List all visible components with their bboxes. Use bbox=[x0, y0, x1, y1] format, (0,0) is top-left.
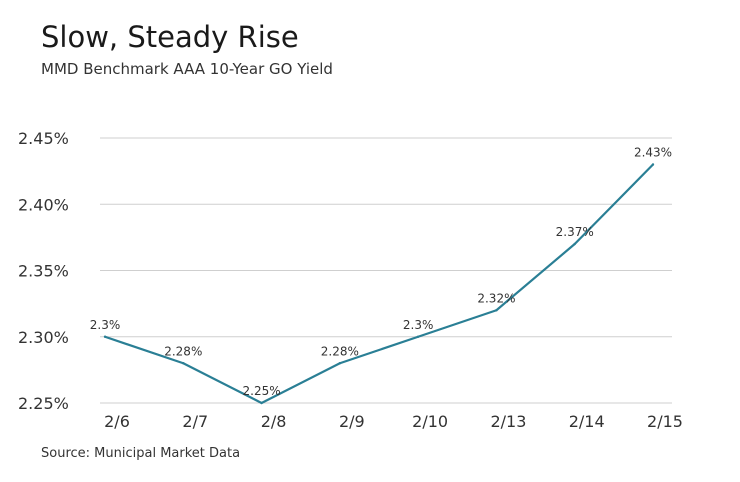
x-tick-label: 2/14 bbox=[569, 412, 605, 431]
data-point bbox=[651, 163, 655, 166]
data-label: 2.43% bbox=[634, 146, 672, 160]
x-tick-label: 2/7 bbox=[182, 412, 208, 431]
x-axis-ticks: 2/6 2/7 2/8 2/9 2/10 2/13 2/14 2/15 bbox=[104, 412, 683, 431]
gridlines bbox=[100, 137, 672, 404]
x-tick-label: 2/10 bbox=[412, 412, 448, 431]
series-layer bbox=[103, 163, 655, 405]
y-tick-label: 2.30% bbox=[18, 328, 69, 347]
y-tick-label: 2.45% bbox=[18, 129, 69, 148]
y-axis-ticks: 2.25% 2.30% 2.35% 2.40% 2.45% bbox=[18, 129, 69, 413]
y-tick-label: 2.25% bbox=[18, 394, 69, 413]
series-line bbox=[104, 163, 654, 405]
y-tick-label: 2.40% bbox=[18, 195, 69, 214]
chart-subtitle: MMD Benchmark AAA 10-Year GO Yield bbox=[41, 60, 333, 78]
x-tick-label: 2/6 bbox=[104, 412, 130, 431]
data-point bbox=[103, 335, 107, 338]
x-tick-label: 2/8 bbox=[261, 412, 287, 431]
chart-title: Slow, Steady Rise bbox=[41, 20, 299, 54]
data-labels: 2.3% 2.28% 2.25% 2.28% 2.3% 2.32% 2.37% 2.43% bbox=[90, 146, 672, 399]
data-point bbox=[416, 335, 420, 338]
data-point bbox=[573, 242, 576, 246]
data-point bbox=[182, 362, 185, 365]
data-point bbox=[495, 309, 498, 312]
data-label: 2.3% bbox=[403, 318, 434, 332]
data-label: 2.28% bbox=[164, 344, 202, 358]
y-tick-label: 2.35% bbox=[18, 262, 69, 281]
source-note: Source: Municipal Market Data bbox=[41, 446, 241, 461]
x-tick-label: 2/15 bbox=[647, 412, 683, 431]
x-tick-label: 2/9 bbox=[339, 412, 365, 431]
data-point bbox=[338, 362, 342, 365]
data-label: 2.37% bbox=[556, 225, 594, 239]
x-tick-label: 2/13 bbox=[490, 412, 526, 431]
data-label: 2.3% bbox=[90, 318, 121, 332]
data-label: 2.28% bbox=[321, 344, 359, 358]
data-label: 2.32% bbox=[477, 291, 515, 305]
data-label: 2.25% bbox=[243, 384, 281, 398]
data-point bbox=[260, 401, 263, 405]
